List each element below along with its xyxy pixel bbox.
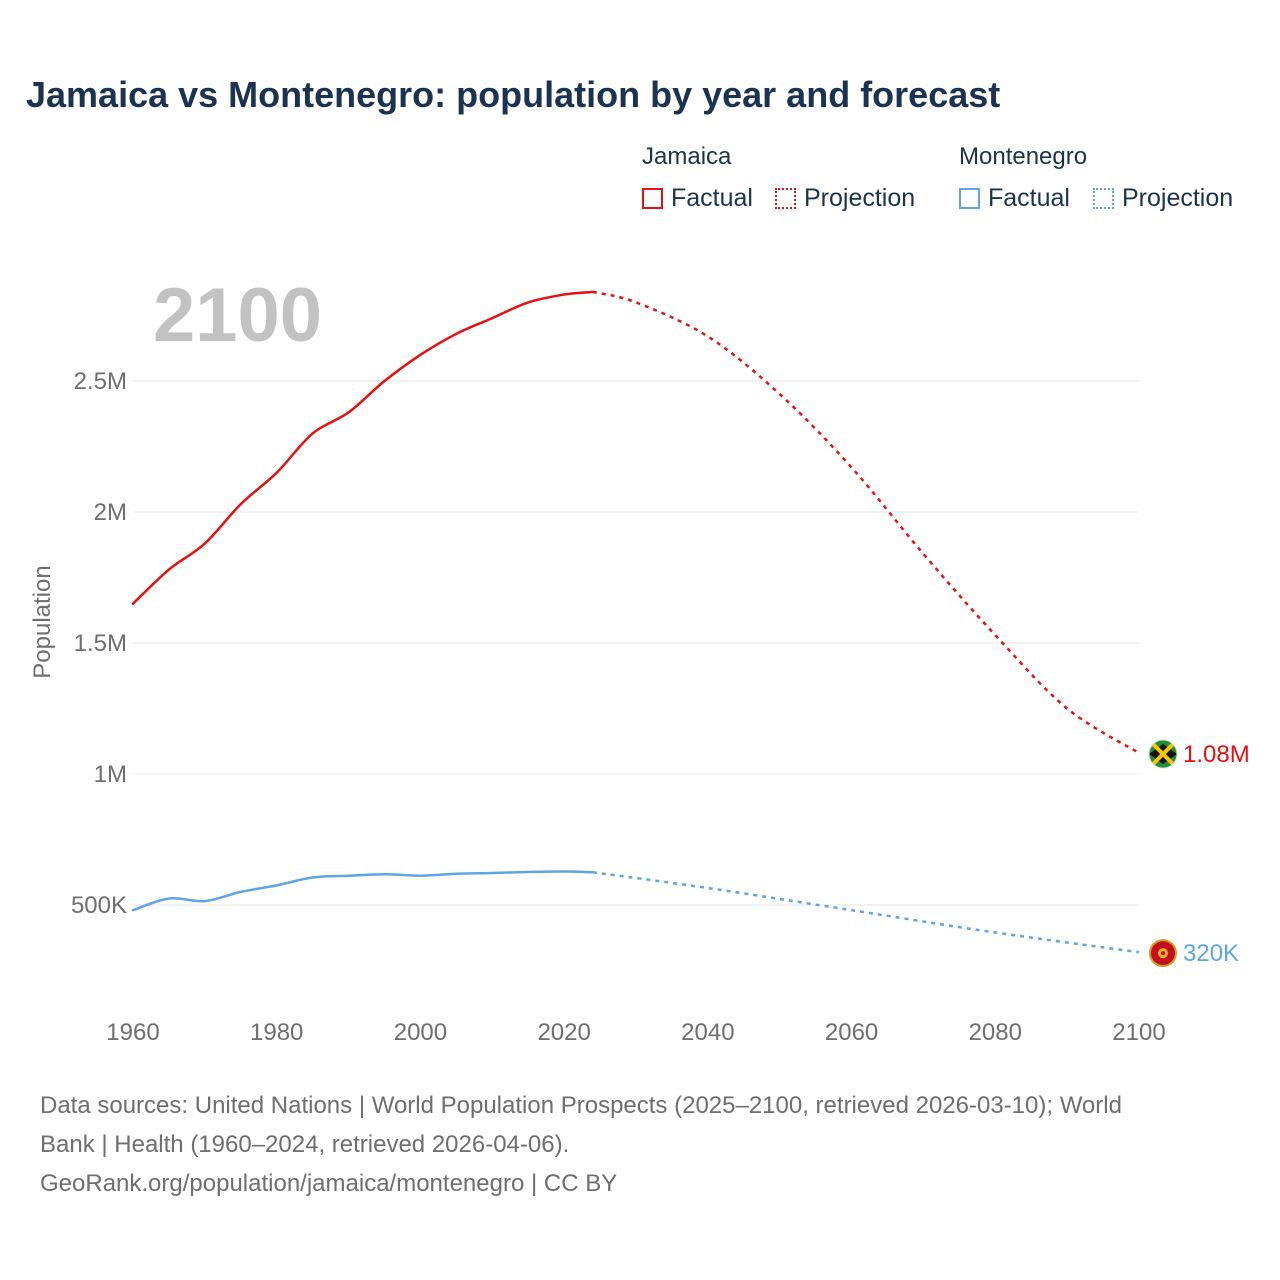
x-tick-label: 2060 [825,1019,878,1046]
x-tick-label: 1960 [106,1019,159,1046]
x-tick-label: 2000 [394,1019,447,1046]
x-tick-label: 1980 [250,1019,303,1046]
marker-layer: 1.08M 320K [1148,739,1250,968]
chart-title: Jamaica vs Montenegro: population by yea… [26,74,1001,115]
legend-group-jamaica: Jamaica [642,143,732,170]
y-tick-label: 2.5M [74,368,127,395]
montenegro-end-value-label: 320K [1183,940,1239,967]
x-tick-label: 2100 [1112,1019,1165,1046]
year-watermark: 2100 [153,273,322,358]
jamaica-end-value-label: 1.08M [1183,741,1250,768]
x-tick-label: 2040 [681,1019,734,1046]
y-tick-label: 500K [71,892,127,919]
legend-montenegro-factual[interactable]: Factual [959,184,1070,213]
y-tick-label: 1M [94,761,127,788]
montenegro-factual-line[interactable] [131,870,595,912]
grid-layer [133,380,1139,906]
y-tick-label: 1.5M [74,630,127,657]
legend-montenegro-factual-label: Factual [988,184,1070,212]
legend-montenegro-projection-label: Projection [1122,184,1234,212]
source-line-2: Bank | Health (1960–2024, retrieved 2026… [40,1131,570,1158]
population-chart: 2100 Population 500K 1M 1.5M 2M 2.5M 1960 1980… [29,273,1250,1046]
jamaica-flag-icon [1148,739,1178,769]
legend-jamaica-factual[interactable]: Factual [642,184,753,213]
jamaica-projection-line[interactable] [592,290,1140,755]
y-axis-title: Population [29,565,56,678]
series-layer [131,290,1140,954]
montenegro-flag-icon [1149,939,1177,968]
jamaica-factual-line[interactable] [131,290,595,605]
y-tick-label: 2M [94,499,127,526]
legend-jamaica-projection-swatch [775,188,796,209]
legend-group-montenegro: Montenegro [959,143,1088,170]
legend-jamaica-factual-swatch [642,188,663,209]
montenegro-projection-line[interactable] [592,871,1140,954]
source-link[interactable]: GeoRank.org/population/jamaica/montenegr… [40,1170,618,1197]
legend-montenegro-projection[interactable]: Projection [1093,184,1233,213]
legend-montenegro-projection-swatch [1093,188,1114,209]
x-tick-label: 2020 [537,1019,590,1046]
legend-montenegro-factual-swatch [959,188,980,209]
source-note: Data sources: United Nations | World Pop… [40,1086,1240,1203]
source-line-1: Data sources: United Nations | World Pop… [40,1092,1122,1119]
x-tick-label: 2080 [969,1019,1022,1046]
legend-jamaica-projection-label: Projection [804,184,916,212]
axis-layer: 500K 1M 1.5M 2M 2.5M 1960 1980 2000 2020 2040 2060… [71,368,1166,1046]
legend-jamaica-projection[interactable]: Projection [775,184,915,213]
legend-jamaica-factual-label: Factual [671,184,753,212]
